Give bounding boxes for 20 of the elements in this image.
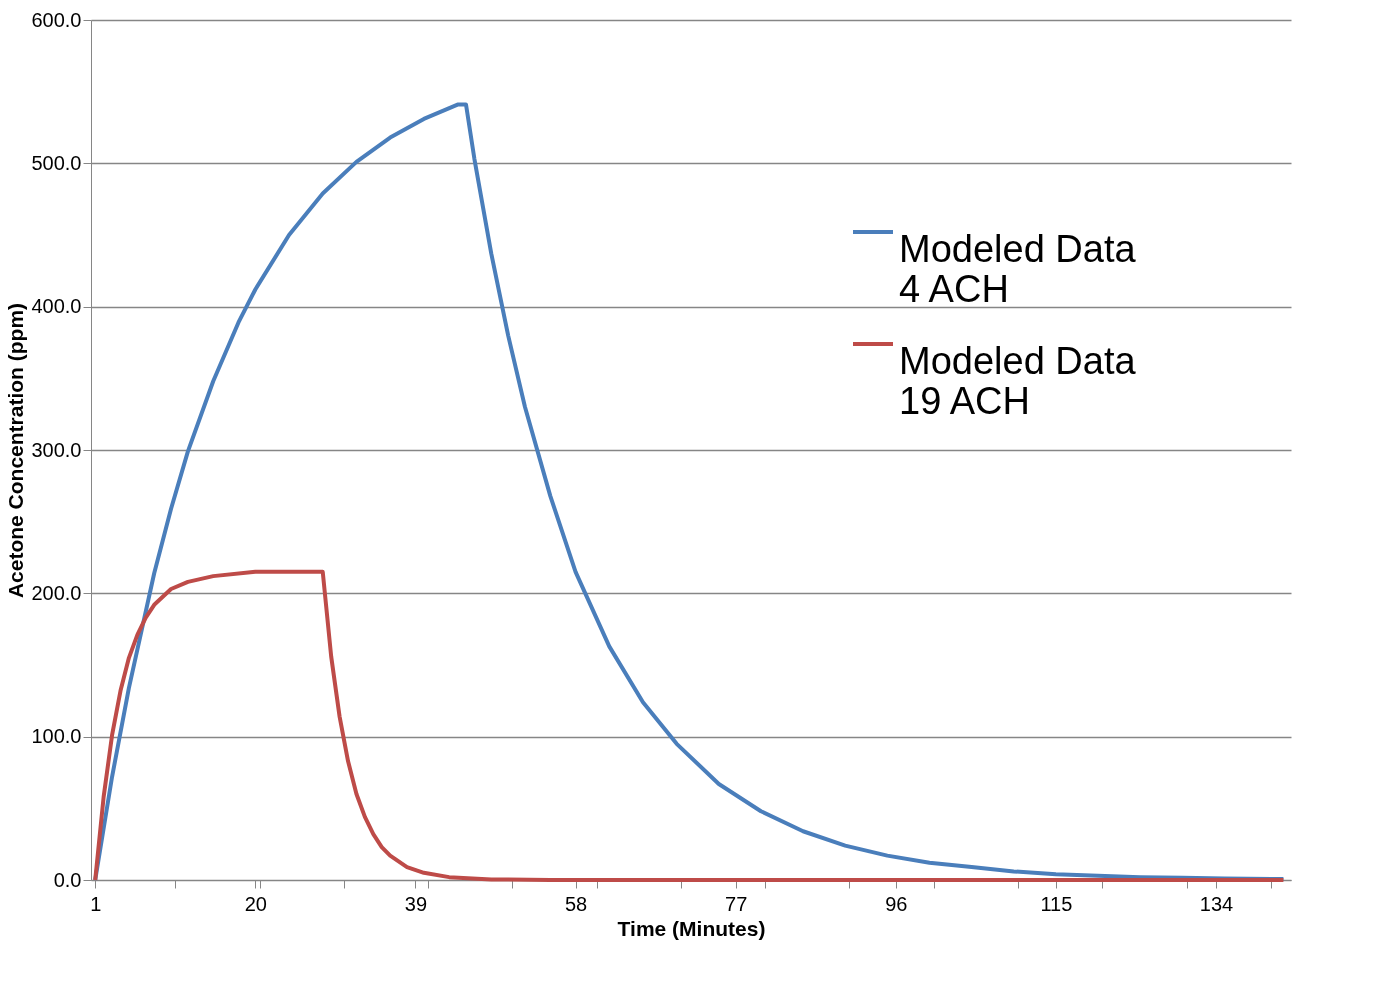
x-axis-title: Time (Minutes) xyxy=(617,916,766,940)
x-tick-label: 20 xyxy=(244,892,267,915)
line-series xyxy=(93,569,1286,882)
x-tick-label: 58 xyxy=(564,892,588,915)
x-tick-label: 39 xyxy=(404,892,428,915)
x-tick-label: 77 xyxy=(725,892,748,915)
y-tick-label: 500.0 xyxy=(31,151,82,174)
y-tick-label: 200.0 xyxy=(31,581,82,604)
x-tick-label: 115 xyxy=(1040,892,1073,915)
x-tick-label: 134 xyxy=(1199,892,1234,915)
y-tick-label: 0.0 xyxy=(53,868,82,891)
y-tick-label: 400.0 xyxy=(31,295,82,318)
x-tick-label: 96 xyxy=(885,892,908,915)
legend-label: Modeled Data 19 ACH xyxy=(899,340,1137,422)
x-tick-label: 1 xyxy=(90,892,102,915)
legend-label: Modeled Data 4 ACH xyxy=(899,228,1137,310)
y-tick-label: 300.0 xyxy=(31,438,82,461)
y-axis-title: Acetone Concentration (ppm) xyxy=(4,302,28,599)
y-tick-label: 100.0 xyxy=(31,725,82,748)
y-tick-label: 600.0 xyxy=(31,8,82,31)
